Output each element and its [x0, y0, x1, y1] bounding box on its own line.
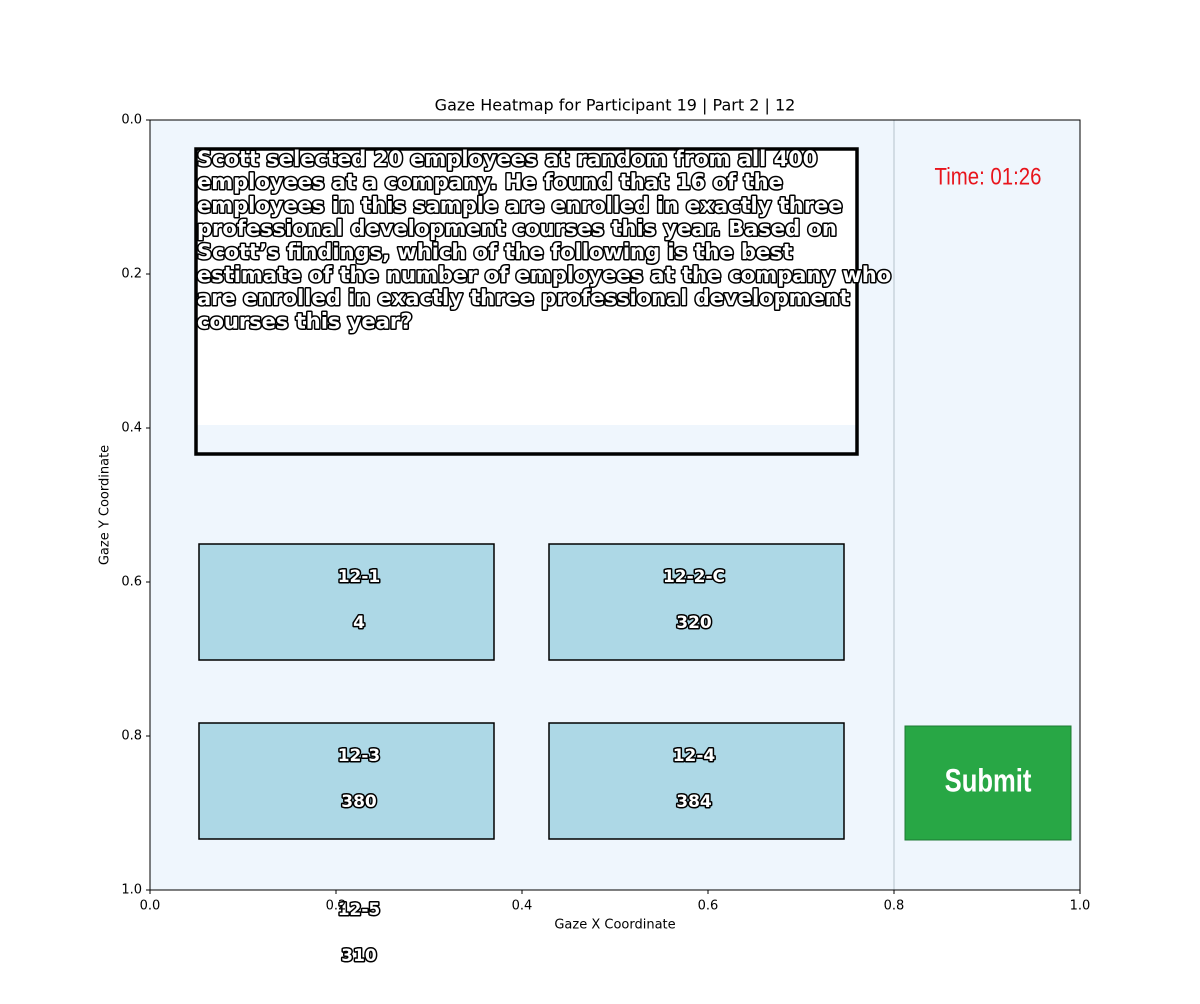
- question-line: employees in this sample are enrolled in…: [197, 193, 843, 217]
- question-line: estimate of the number of employees at t…: [197, 263, 891, 287]
- y-axis-label: Gaze Y Coordinate: [98, 445, 113, 565]
- question-line: courses this year?: [197, 309, 412, 333]
- y-tick-label: 0.2: [121, 267, 142, 282]
- x-tick-label: 0.4: [512, 899, 533, 914]
- submit-button[interactable]: [904, 725, 1072, 841]
- x-tick-label: 1.0: [1070, 899, 1091, 914]
- question-line: professional development courses this ye…: [197, 217, 837, 241]
- option-text[interactable]: 380: [340, 791, 379, 814]
- question-line: employees at a company. He found that 16…: [197, 170, 783, 194]
- option-box[interactable]: [548, 722, 845, 840]
- option-text[interactable]: 4: [352, 612, 367, 635]
- question-line: are enrolled in exactly three profession…: [197, 286, 850, 310]
- option[interactable]: 12-2-C 320: [548, 543, 845, 661]
- x-axis-label: Gaze X Coordinate: [554, 918, 675, 933]
- timer: Time: 01:26: [935, 163, 1042, 190]
- question-area: [196, 149, 857, 425]
- axes-frame: [149, 119, 1081, 891]
- option-text[interactable]: 320: [675, 612, 714, 635]
- x-tick-label: 0.8: [884, 899, 905, 914]
- x-tick-label: 0.0: [140, 899, 161, 914]
- option[interactable]: 12-3 380: [198, 722, 495, 840]
- x-tick-label: 0.6: [698, 899, 719, 914]
- submit-label[interactable]: Submit: [945, 764, 1032, 799]
- y-tick-label: 0.8: [121, 729, 142, 744]
- question-line: Scott selected 20 employees at random fr…: [197, 147, 817, 171]
- option[interactable]: 12-5 310: [336, 899, 382, 968]
- option-box[interactable]: [198, 543, 495, 661]
- y-tick-label: 0.6: [121, 575, 142, 590]
- option-id[interactable]: 12-2-C: [661, 566, 726, 589]
- option-box[interactable]: [548, 543, 845, 661]
- chart-title: Gaze Heatmap for Participant 19 | Part 2…: [435, 96, 796, 115]
- option-id[interactable]: 12-4: [671, 745, 717, 768]
- question-box: [194, 147, 859, 456]
- question-text: Scott selected 20 employees at random fr…: [196, 146, 893, 335]
- option-id[interactable]: 12-1: [336, 566, 382, 589]
- question-line: Scott’s findings, which of the following…: [197, 240, 793, 264]
- option-id[interactable]: 12-5: [336, 899, 382, 922]
- option[interactable]: 12-1 4: [198, 543, 495, 661]
- option-id[interactable]: 12-3: [336, 745, 382, 768]
- y-tick-label: 0.0: [121, 113, 142, 128]
- x-tick-label: 0.2: [326, 899, 347, 914]
- option[interactable]: 12-4 384: [548, 722, 845, 840]
- y-tick-label: 1.0: [121, 883, 142, 898]
- option-box[interactable]: [198, 722, 495, 840]
- y-tick-label: 0.4: [121, 421, 142, 436]
- option-text[interactable]: 384: [675, 791, 714, 814]
- option-text[interactable]: 310: [340, 945, 379, 968]
